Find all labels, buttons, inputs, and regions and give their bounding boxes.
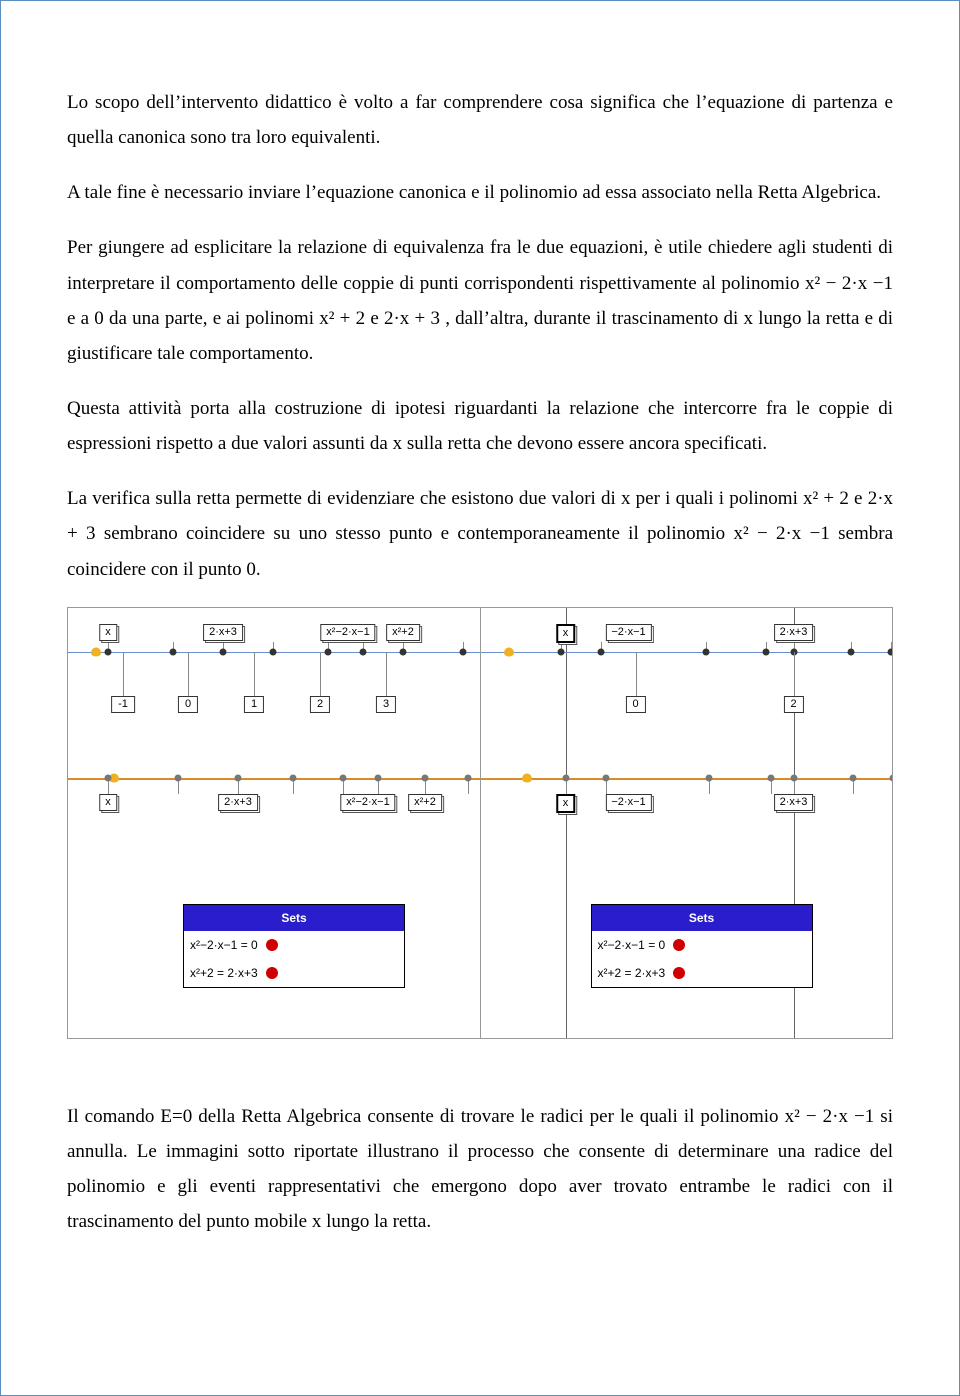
diagram-element	[105, 774, 112, 781]
diagram-element	[481, 778, 893, 780]
sets-header: Sets	[184, 905, 404, 931]
paragraph-5: La verifica sulla retta permette di evid…	[67, 481, 893, 586]
paragraph-2: A tale fine è necessario inviare l’equaz…	[67, 175, 893, 210]
diagram-element	[325, 648, 332, 655]
diagram-element: −2·x−1	[605, 624, 651, 641]
p6-a: Il comando E=0 della Retta Algebrica con…	[67, 1106, 785, 1127]
diagram-element: x²+2	[408, 794, 442, 811]
diagram-element	[566, 608, 567, 1038]
poly-5a: x² + 2	[803, 488, 849, 509]
diagram-element	[557, 648, 564, 655]
diagram-element: x²−2·x−1	[340, 794, 395, 811]
diagram-element: -1	[111, 696, 135, 713]
diagram-element	[705, 774, 712, 781]
diagram-element	[386, 652, 387, 696]
diagram-element: 2·x+3	[774, 624, 814, 641]
diagram-element	[220, 648, 227, 655]
diagram-element	[702, 648, 709, 655]
diagram-element	[794, 652, 795, 696]
diagram-element	[481, 652, 893, 653]
diagram-element: 2	[310, 696, 330, 713]
diagram-element: x²−2·x−1	[320, 624, 375, 641]
diagram-element	[504, 647, 514, 656]
poly-3: 2·x + 3	[384, 308, 440, 329]
diagram-element: −2·x−1	[605, 794, 651, 811]
diagram-element: x²+2	[386, 624, 420, 641]
diagram-element	[91, 647, 101, 656]
diagram-element	[636, 652, 637, 696]
diagram-element	[762, 648, 769, 655]
p5-e: e	[854, 488, 868, 509]
diagram-element: 0	[178, 696, 198, 713]
sets-row: x²−2·x−1 = 0	[592, 931, 812, 959]
diagram-element: 2	[783, 696, 803, 713]
diagram-element	[522, 773, 532, 782]
diagram-element	[400, 648, 407, 655]
p3-b: e a 0 da una parte, e ai polinomi	[67, 308, 319, 329]
diagram-element	[562, 774, 569, 781]
p3-a: Per giungere ad esplicitare la relazione…	[67, 237, 893, 293]
diagram-element: 2·x+3	[774, 794, 814, 811]
diagram-element: x	[99, 794, 117, 811]
paragraph-4: Questa attività porta alla costruzione d…	[67, 391, 893, 461]
diagram-element	[290, 774, 297, 781]
diagram-element: 2·x+3	[203, 624, 243, 641]
diagram-element	[105, 648, 112, 655]
diagram-element	[360, 648, 367, 655]
diagram-element: x	[556, 624, 576, 643]
sets-row: x²+2 = 2·x+3	[592, 959, 812, 987]
poly-6: x² − 2·x −1	[785, 1106, 875, 1127]
paragraph-3: Per giungere ad esplicitare la relazione…	[67, 230, 893, 371]
diagram: x 2·x+3 x²−2·x−1 x²+2 -1 0 1 2 3 x 2·x+3 x²−2·x−1 x²…	[67, 607, 893, 1039]
diagram-element	[460, 648, 467, 655]
sets-row: x²+2 = 2·x+3	[184, 959, 404, 987]
diagram-element: x	[99, 624, 117, 641]
sets-panel: Setsx²−2·x−1 = 0x²+2 = 2·x+3	[591, 904, 813, 989]
p3-c: e	[370, 308, 384, 329]
diagram-element	[597, 648, 604, 655]
diagram-element: x	[556, 794, 576, 813]
diagram-element	[849, 774, 856, 781]
diagram-element	[123, 652, 124, 696]
sets-panel: Setsx²−2·x−1 = 0x²+2 = 2·x+3	[183, 904, 405, 989]
diagram-right-pane: x −2·x−1 2·x+3 0 2 x −2·x−1 2·x+3 Setsx²−2·x−1 =…	[480, 608, 893, 1038]
diagram-element: 3	[376, 696, 396, 713]
sets-row: x²−2·x−1 = 0	[184, 931, 404, 959]
diagram-left-pane: x 2·x+3 x²−2·x−1 x²+2 -1 0 1 2 3 x 2·x+3 x²−2·x−1 x²…	[68, 608, 480, 1038]
diagram-element	[375, 774, 382, 781]
diagram-element	[422, 774, 429, 781]
p5-b: sembrano coincidere su uno stesso punto …	[104, 523, 734, 544]
diagram-element: 1	[244, 696, 264, 713]
p5-a: La verifica sulla retta permette di evid…	[67, 488, 803, 509]
diagram-element	[320, 652, 321, 696]
diagram-element: 0	[625, 696, 645, 713]
diagram-element	[254, 652, 255, 696]
diagram-element: 2·x+3	[218, 794, 258, 811]
sets-header: Sets	[592, 905, 812, 931]
diagram-element	[188, 652, 189, 696]
poly-2: x² + 2	[319, 308, 365, 329]
diagram-element	[790, 774, 797, 781]
diagram-element	[889, 774, 892, 781]
diagram-element	[175, 774, 182, 781]
diagram-element	[270, 648, 277, 655]
diagram-element	[68, 778, 480, 780]
paragraph-1: Lo scopo dell’intervento didattico è vol…	[67, 85, 893, 155]
diagram-element	[602, 774, 609, 781]
diagram-element	[340, 774, 347, 781]
poly-1: x² − 2·x −1	[805, 273, 893, 294]
paragraph-6: Il comando E=0 della Retta Algebrica con…	[67, 1099, 893, 1240]
diagram-element	[170, 648, 177, 655]
diagram-element	[235, 774, 242, 781]
poly-5c: x² − 2·x −1	[733, 523, 829, 544]
diagram-element	[847, 648, 854, 655]
diagram-element	[767, 774, 774, 781]
diagram-element	[465, 774, 472, 781]
diagram-element	[887, 648, 892, 655]
